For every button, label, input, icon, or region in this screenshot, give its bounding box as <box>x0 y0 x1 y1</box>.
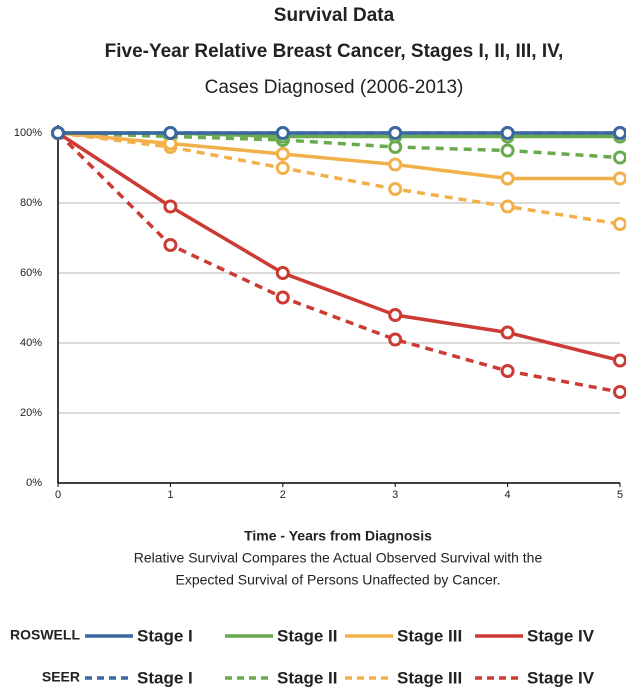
point <box>51 126 65 140</box>
point <box>275 147 290 161</box>
y-tick-label: 40% <box>20 337 42 349</box>
point <box>613 217 626 231</box>
point <box>500 126 515 140</box>
legend-label: Stage III <box>397 626 462 645</box>
series-line <box>57 131 621 363</box>
point <box>613 385 626 399</box>
legend-label: Stage III <box>397 668 462 687</box>
note: Expected Survival of Persons Unaffected … <box>175 572 500 588</box>
point <box>163 199 178 214</box>
point <box>275 266 290 280</box>
legend-label: Stage IV <box>527 668 595 687</box>
point <box>500 364 515 378</box>
legend-label: Stage II <box>277 626 337 645</box>
legend-label: Stage I <box>137 668 193 687</box>
point <box>388 332 403 347</box>
legend-label: Stage II <box>277 668 337 687</box>
series-line <box>57 131 621 160</box>
x-tick-label: 3 <box>392 489 398 501</box>
legend-label: Stage I <box>137 626 193 645</box>
point <box>500 325 515 340</box>
point <box>275 290 290 305</box>
y-tick-label: 80% <box>20 197 42 209</box>
point <box>275 161 290 175</box>
chart-title: Survival Data <box>274 5 395 26</box>
point <box>500 199 515 214</box>
series-line <box>57 131 621 226</box>
legend-group: SEER <box>42 669 80 685</box>
legend-label: Stage IV <box>527 626 595 645</box>
point <box>500 171 515 186</box>
chart-subtitle: Cases Diagnosed (2006-2013) <box>205 77 464 98</box>
y-tick-label: 20% <box>20 407 42 419</box>
point <box>163 126 178 140</box>
point <box>163 238 178 252</box>
point <box>275 126 290 140</box>
series-line <box>56 131 621 394</box>
note: Relative Survival Compares the Actual Ob… <box>134 550 543 566</box>
x-tick-label: 1 <box>167 489 173 501</box>
point <box>613 353 626 368</box>
x-tick-label: 5 <box>617 489 623 501</box>
point <box>613 150 626 165</box>
y-tick-label: 100% <box>14 127 42 139</box>
point <box>388 157 403 172</box>
point <box>388 308 403 322</box>
x-tick-label: 2 <box>280 489 286 501</box>
y-tick-label: 60% <box>20 267 42 279</box>
point <box>613 171 626 186</box>
point <box>388 182 403 196</box>
y-tick-label: 0% <box>26 477 42 489</box>
point <box>613 126 626 140</box>
series-line <box>57 131 620 181</box>
x-tick-label: 0 <box>55 489 61 501</box>
x-tick-label: 4 <box>505 489 511 501</box>
x-axis-label: Time - Years from Diagnosis <box>244 528 432 544</box>
point <box>388 126 403 140</box>
legend-group: ROSWELL <box>10 627 80 643</box>
point <box>500 143 515 158</box>
chart-subtitle: Five-Year Relative Breast Cancer, Stages… <box>105 41 564 62</box>
